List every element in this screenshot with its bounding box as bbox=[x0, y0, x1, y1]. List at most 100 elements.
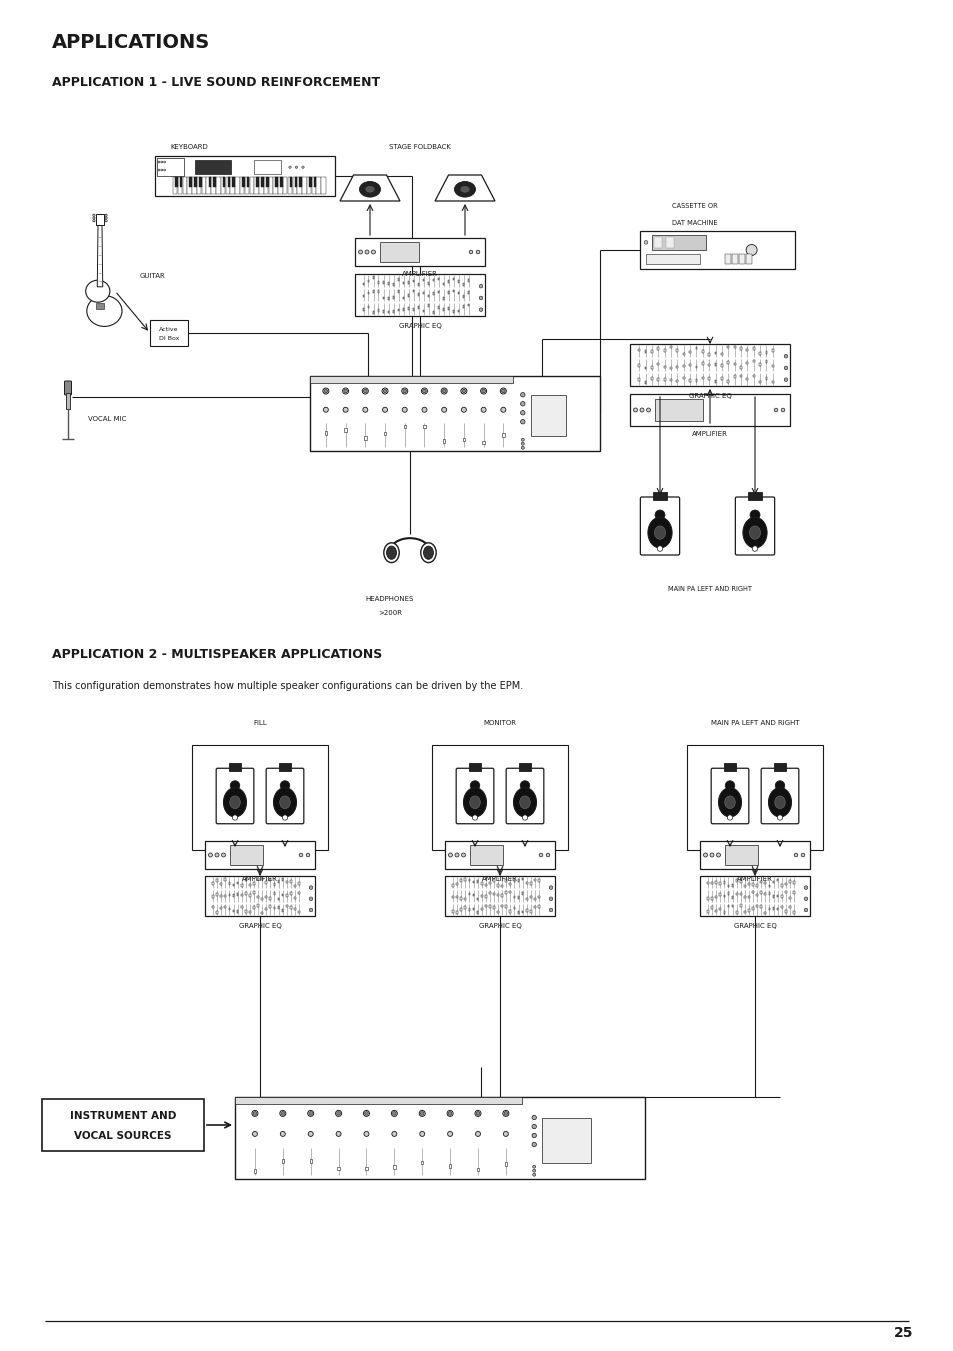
FancyBboxPatch shape bbox=[764, 377, 766, 380]
Circle shape bbox=[282, 815, 287, 820]
FancyBboxPatch shape bbox=[407, 307, 409, 309]
FancyBboxPatch shape bbox=[224, 878, 226, 881]
FancyBboxPatch shape bbox=[324, 431, 327, 435]
FancyBboxPatch shape bbox=[719, 908, 720, 911]
Circle shape bbox=[532, 1124, 536, 1128]
Circle shape bbox=[335, 1111, 341, 1116]
FancyBboxPatch shape bbox=[751, 907, 753, 909]
FancyBboxPatch shape bbox=[727, 892, 729, 894]
FancyBboxPatch shape bbox=[96, 215, 104, 226]
FancyBboxPatch shape bbox=[663, 378, 665, 381]
Circle shape bbox=[781, 408, 784, 412]
Circle shape bbox=[308, 1111, 314, 1116]
Circle shape bbox=[233, 815, 237, 820]
FancyBboxPatch shape bbox=[505, 880, 507, 882]
FancyBboxPatch shape bbox=[234, 1097, 521, 1104]
Ellipse shape bbox=[724, 796, 735, 809]
Ellipse shape bbox=[383, 543, 398, 562]
FancyBboxPatch shape bbox=[719, 893, 720, 896]
FancyBboxPatch shape bbox=[497, 911, 498, 913]
FancyBboxPatch shape bbox=[402, 297, 404, 299]
FancyBboxPatch shape bbox=[695, 366, 697, 369]
FancyBboxPatch shape bbox=[452, 896, 454, 898]
FancyBboxPatch shape bbox=[377, 290, 379, 293]
FancyBboxPatch shape bbox=[387, 282, 389, 285]
FancyBboxPatch shape bbox=[236, 893, 238, 896]
FancyBboxPatch shape bbox=[257, 904, 258, 907]
FancyBboxPatch shape bbox=[245, 177, 249, 195]
FancyBboxPatch shape bbox=[506, 769, 543, 824]
FancyBboxPatch shape bbox=[245, 911, 247, 913]
FancyBboxPatch shape bbox=[403, 424, 406, 428]
Ellipse shape bbox=[647, 517, 672, 549]
FancyBboxPatch shape bbox=[780, 884, 781, 886]
Circle shape bbox=[532, 1173, 536, 1177]
FancyBboxPatch shape bbox=[297, 882, 299, 885]
FancyBboxPatch shape bbox=[373, 290, 374, 293]
FancyBboxPatch shape bbox=[682, 365, 684, 367]
FancyBboxPatch shape bbox=[682, 377, 684, 380]
FancyBboxPatch shape bbox=[310, 376, 513, 382]
FancyBboxPatch shape bbox=[309, 1159, 312, 1163]
Circle shape bbox=[520, 446, 524, 450]
FancyBboxPatch shape bbox=[337, 1167, 339, 1170]
FancyBboxPatch shape bbox=[682, 353, 684, 355]
Circle shape bbox=[476, 250, 479, 254]
Circle shape bbox=[362, 388, 368, 394]
FancyBboxPatch shape bbox=[212, 896, 213, 898]
FancyBboxPatch shape bbox=[457, 309, 459, 312]
FancyBboxPatch shape bbox=[472, 881, 474, 884]
FancyBboxPatch shape bbox=[281, 893, 283, 896]
Circle shape bbox=[418, 1111, 425, 1116]
FancyBboxPatch shape bbox=[731, 885, 733, 886]
FancyBboxPatch shape bbox=[722, 894, 724, 897]
FancyBboxPatch shape bbox=[714, 363, 716, 366]
FancyBboxPatch shape bbox=[281, 1159, 284, 1163]
FancyBboxPatch shape bbox=[771, 350, 773, 351]
FancyBboxPatch shape bbox=[676, 349, 678, 351]
FancyBboxPatch shape bbox=[639, 231, 794, 269]
FancyBboxPatch shape bbox=[229, 763, 241, 771]
FancyBboxPatch shape bbox=[253, 159, 281, 174]
FancyBboxPatch shape bbox=[379, 242, 418, 262]
Circle shape bbox=[461, 389, 465, 393]
FancyBboxPatch shape bbox=[780, 896, 781, 898]
Text: AMPLIFIER: AMPLIFIER bbox=[401, 272, 437, 277]
FancyBboxPatch shape bbox=[257, 896, 258, 898]
FancyBboxPatch shape bbox=[720, 377, 722, 380]
FancyBboxPatch shape bbox=[201, 177, 206, 195]
FancyBboxPatch shape bbox=[432, 278, 434, 281]
FancyBboxPatch shape bbox=[457, 280, 459, 282]
FancyBboxPatch shape bbox=[187, 177, 192, 195]
FancyBboxPatch shape bbox=[265, 896, 267, 898]
FancyBboxPatch shape bbox=[233, 884, 234, 886]
Circle shape bbox=[363, 389, 367, 393]
Circle shape bbox=[501, 389, 504, 393]
FancyBboxPatch shape bbox=[468, 763, 481, 771]
FancyBboxPatch shape bbox=[281, 878, 283, 881]
Circle shape bbox=[301, 166, 304, 169]
FancyBboxPatch shape bbox=[249, 894, 251, 897]
FancyBboxPatch shape bbox=[733, 363, 735, 365]
FancyBboxPatch shape bbox=[521, 878, 523, 881]
FancyBboxPatch shape bbox=[663, 349, 665, 351]
FancyBboxPatch shape bbox=[412, 308, 414, 311]
Circle shape bbox=[532, 1165, 536, 1169]
Circle shape bbox=[448, 1112, 452, 1115]
FancyBboxPatch shape bbox=[362, 282, 364, 285]
Text: GRAPHIC EQ: GRAPHIC EQ bbox=[688, 393, 731, 399]
Text: APPLICATIONS: APPLICATIONS bbox=[52, 32, 210, 51]
FancyBboxPatch shape bbox=[468, 880, 470, 881]
FancyBboxPatch shape bbox=[452, 289, 454, 292]
FancyBboxPatch shape bbox=[224, 907, 226, 908]
FancyBboxPatch shape bbox=[509, 882, 511, 885]
FancyBboxPatch shape bbox=[190, 177, 192, 188]
FancyBboxPatch shape bbox=[442, 282, 444, 285]
FancyBboxPatch shape bbox=[194, 177, 196, 188]
Circle shape bbox=[783, 354, 787, 358]
Circle shape bbox=[716, 852, 720, 857]
FancyBboxPatch shape bbox=[294, 897, 295, 900]
FancyBboxPatch shape bbox=[225, 177, 230, 195]
Circle shape bbox=[643, 240, 647, 245]
FancyBboxPatch shape bbox=[715, 881, 717, 884]
